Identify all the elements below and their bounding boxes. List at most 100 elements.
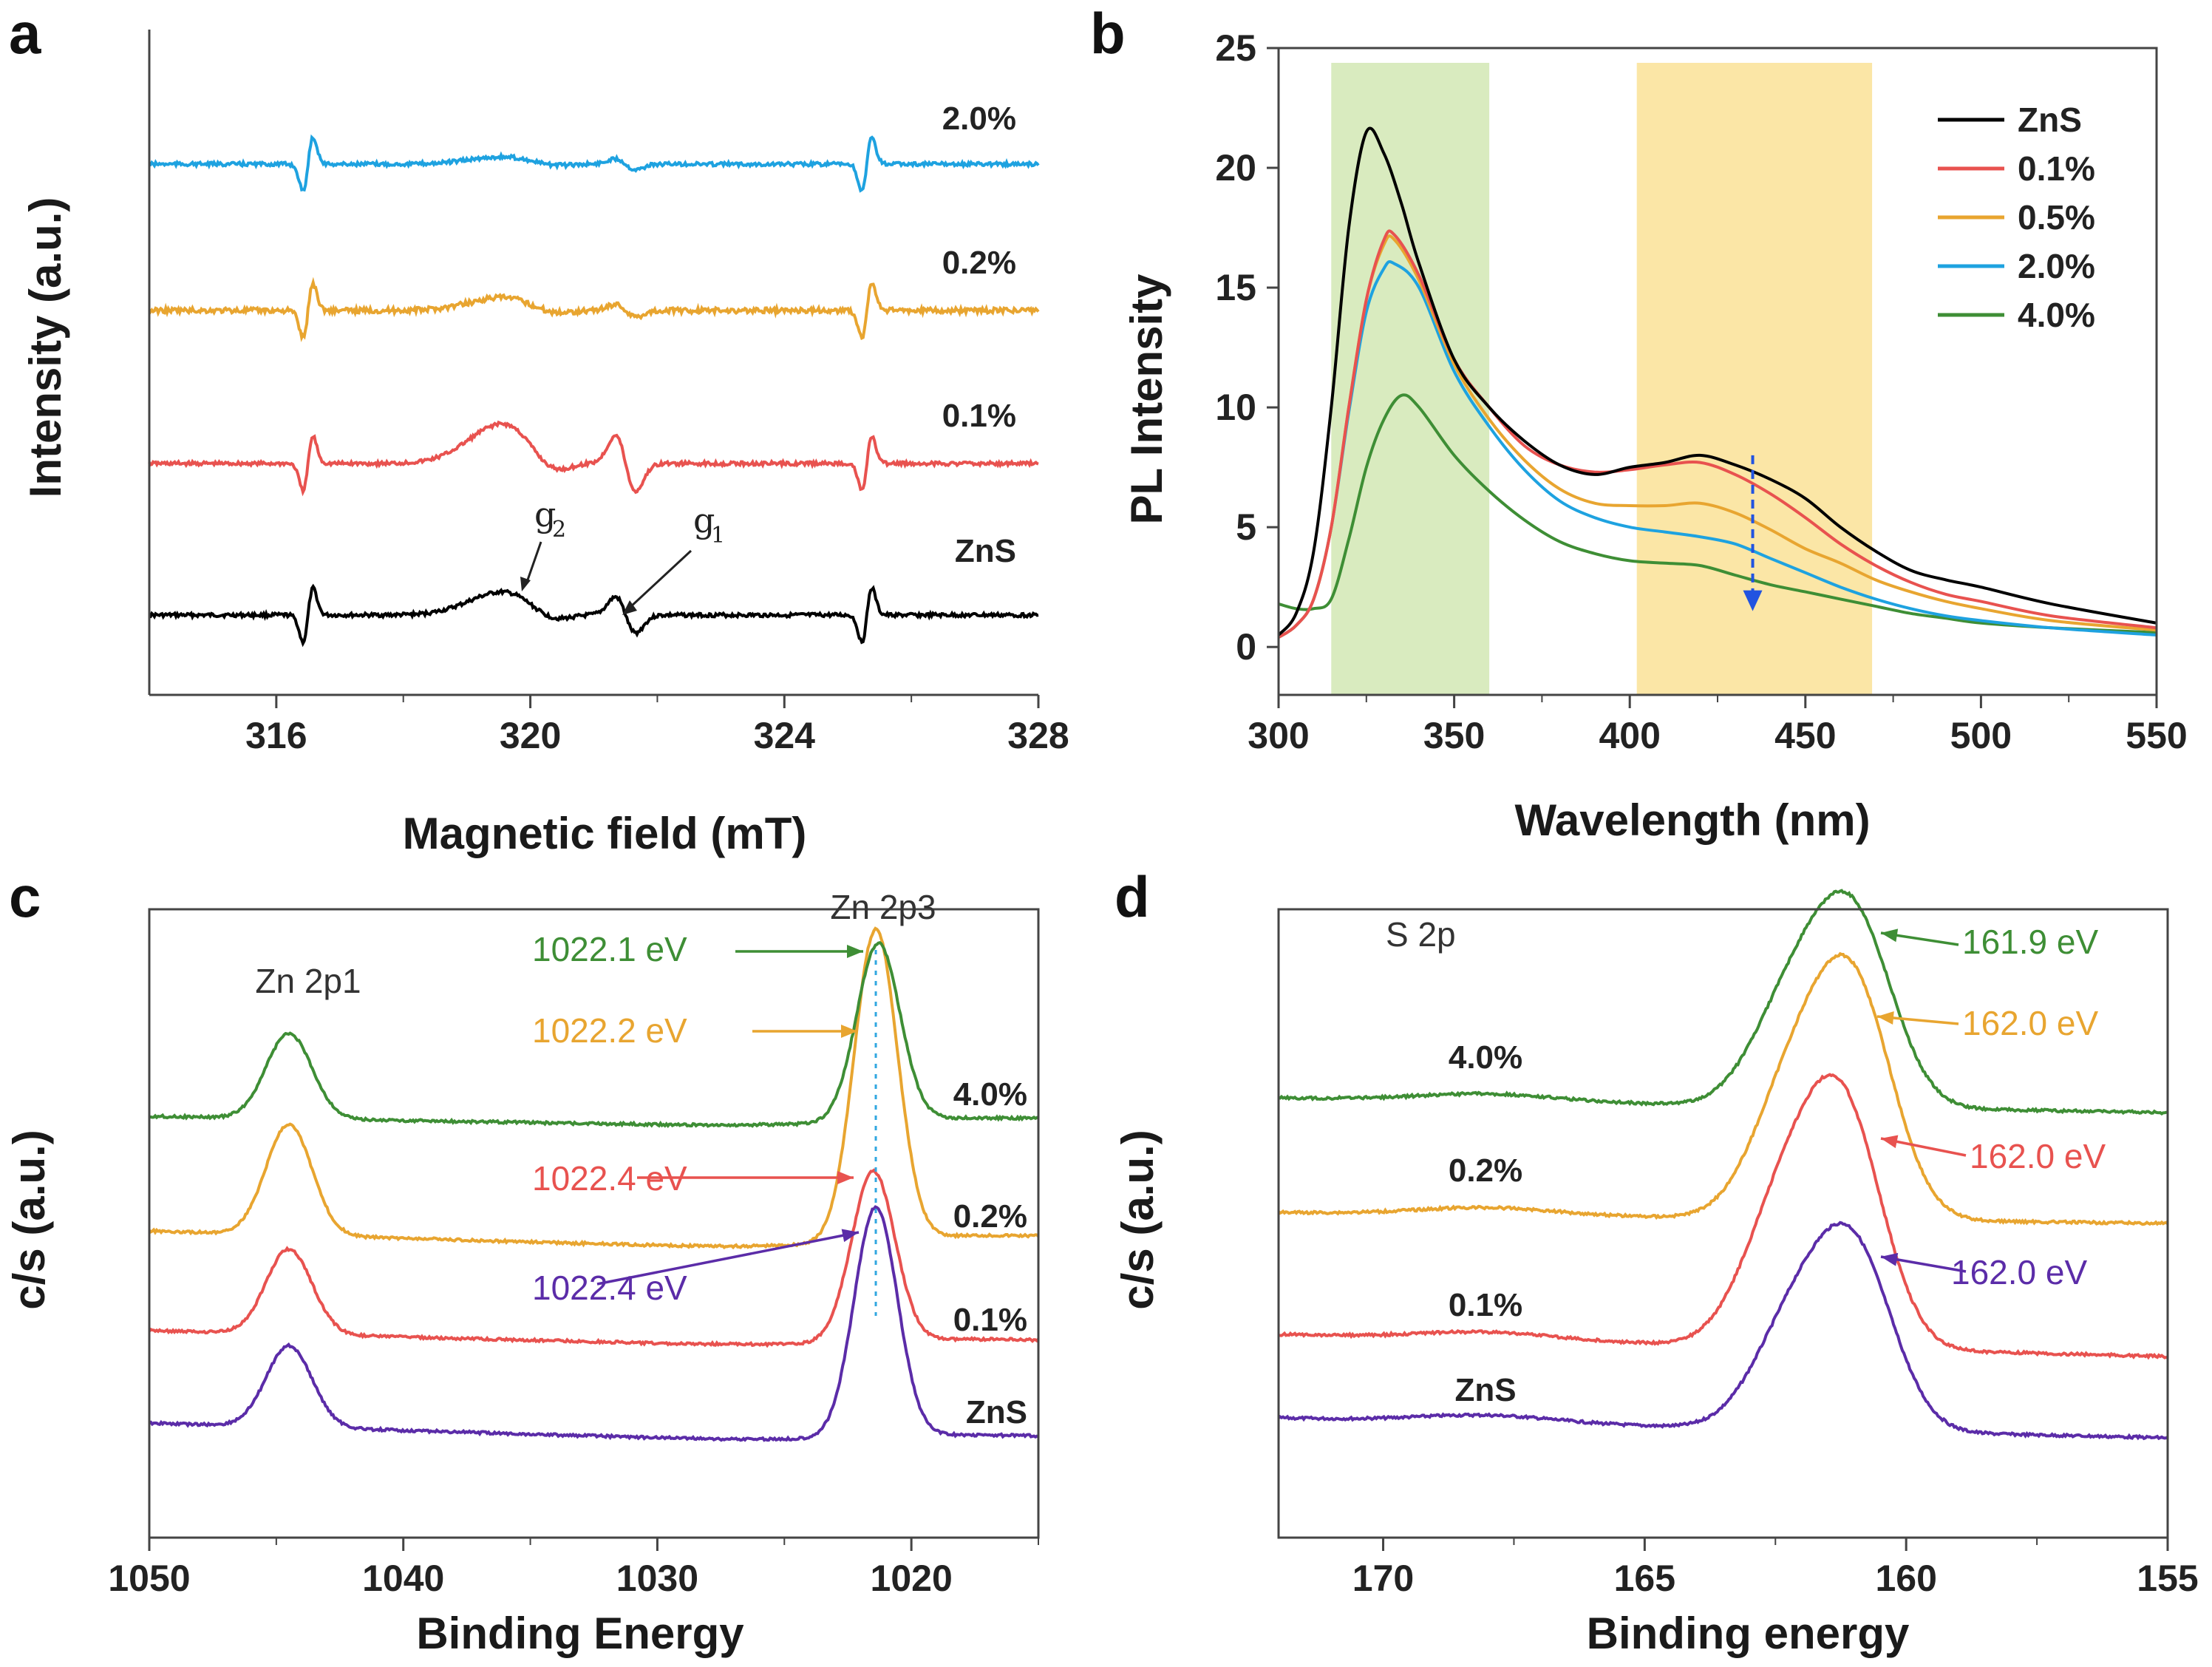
panel-b: b PL Intensity Wavelength (nm) 300 350 400… [1090,1,2188,845]
xps-s-peak-value: 162.0 eV [1962,1004,2098,1042]
g1-arrow [628,549,692,609]
panel-d-ylabel: c/s (a.u.) [1113,1130,1163,1309]
zn2p3-label: Zn 2p3 [830,888,936,926]
epr-line-3 [149,134,1040,193]
panel-b-xtick-label: 500 [1950,715,2012,756]
g1-subscript: 1 [711,523,725,549]
xps-s-peak-value: 161.9 eV [1962,923,2098,961]
xps-zn-peak-value: 1022.1 eV [532,930,687,968]
panel-c-xtick-label: 1020 [871,1558,953,1599]
g2-subscript: 2 [552,517,566,543]
panel-c: c c/s (a.u.) Binding Energy 1050 1040 1030… [4,864,1040,1658]
panel-a-xtick-label: 316 [245,715,307,756]
xps-s-series-label: 0.1% [1449,1287,1522,1323]
panel-c-xtick-label: 1050 [108,1558,190,1599]
xps-zn-peak-value: 1022.2 eV [532,1011,687,1050]
xps-zn-peak-arrowhead [841,1229,859,1243]
shaded-region-1 [1636,63,1873,695]
panel-a-xtick-label: 324 [754,715,816,756]
zn2p1-label: Zn 2p1 [255,962,361,1000]
panel-a-xlabel: Magnetic field (mT) [403,809,807,858]
epr-series-label: 0.2% [942,245,1016,281]
panel-b-xtick-label: 350 [1423,715,1485,756]
panel-c-xlabel: Binding Energy [416,1609,744,1658]
xps-zn-line-0 [149,1205,1039,1442]
panel-c-xtick-label: 1030 [616,1558,698,1599]
panel-b-ytick-label: 0 [1236,626,1256,668]
xps-zn-series-label: 0.1% [953,1302,1027,1338]
xps-s-peak-arrowhead [1881,1252,1899,1266]
legend-label: 4.0% [2018,296,2095,334]
panel-a: a Intensity (a.u.) Magnetic field (mT) 3… [9,1,1069,858]
epr-line-0 [149,583,1039,648]
panel-c-frame [148,908,1040,1539]
panel-b-ytick-label: 10 [1215,387,1256,428]
xps-zn-peak-arrowhead [841,1025,857,1038]
panel-d-xtick-label: 155 [2137,1558,2198,1599]
panel-b-ytick-label: 20 [1215,147,1256,189]
legend-label: 0.1% [2018,149,2095,188]
pl-line-0 [1277,126,2157,636]
panel-d-xlabel: Binding energy [1587,1609,1910,1658]
epr-line-2 [148,276,1040,342]
panel-b-ytick-label: 25 [1215,27,1256,69]
panel-b-xtick-label: 550 [2126,715,2187,756]
xps-zn-series-label: ZnS [966,1394,1027,1430]
panel-b-xtick-label: 450 [1774,715,1836,756]
legend-label: 0.5% [2018,198,2095,237]
xps-s-series-label: 0.2% [1449,1152,1522,1189]
s2p-label: S 2p [1386,915,1456,954]
panel-d-xtick-label: 165 [1614,1558,1675,1599]
xps-s-peak-arrowhead [1881,1135,1899,1149]
xps-s-peak-value: 162.0 eV [1970,1137,2106,1175]
panel-a-ylabel: Intensity (a.u.) [21,197,70,498]
panel-label-c: c [9,864,41,929]
g1-label: g [693,500,715,540]
panel-a-xtick-label: 328 [1007,715,1069,756]
panel-b-ylabel: PL Intensity [1122,274,1171,525]
pl-line-4 [1278,393,2157,634]
xps-s-series-label: 4.0% [1449,1039,1522,1076]
panel-b-xtick-label: 400 [1599,715,1660,756]
g2-label: g [534,495,556,534]
legend-label: ZnS [2018,101,2082,139]
epr-line-1 [148,420,1039,497]
g1-arrowhead [622,600,637,615]
panel-b-xlabel: Wavelength (nm) [1514,795,1870,845]
decrease-arrowhead [1743,590,1763,611]
xps-s-peak-arrowhead [1881,928,1899,943]
xps-zn-peak-arrowhead [847,945,863,958]
panel-d: d c/s (a.u.) Binding energy 170 165 160 155… [1113,864,2199,1658]
xps-zn-line-2 [148,926,1040,1250]
panel-a-xtick-label: 320 [500,715,561,756]
xps-s-peak-value: 162.0 eV [1951,1253,2087,1291]
panel-b-xtick-label: 300 [1248,715,1309,756]
panel-d-frame [1277,908,2169,1539]
legend-label: 2.0% [2018,247,2095,285]
xps-s-line-2 [1277,951,2169,1226]
panel-b-ytick-label: 5 [1236,506,1256,548]
xps-zn-peak-arrow [596,1231,860,1286]
panel-d-xtick-label: 160 [1875,1558,1936,1599]
xps-zn-peak-arrowhead [837,1171,854,1184]
xps-zn-line-1 [148,1168,1040,1348]
g2-arrow [525,541,542,585]
panel-c-xtick-label: 1040 [362,1558,444,1599]
g2-arrowhead [520,577,531,591]
panel-label-a: a [9,1,41,66]
xps-zn-series-label: 0.2% [953,1198,1027,1235]
xps-zn-series-label: 4.0% [953,1076,1027,1113]
panel-b-ytick-label: 15 [1215,267,1256,308]
epr-series-label: 0.1% [942,398,1016,434]
xps-zn-peak-value: 1022.4 eV [532,1269,687,1307]
panel-label-b: b [1090,1,1126,66]
xps-s-peak-arrowhead [1877,1011,1894,1025]
epr-series-label: ZnS [955,533,1016,569]
panel-d-xtick-label: 170 [1352,1558,1414,1599]
xps-s-line-0 [1277,1220,2168,1441]
panel-label-d: d [1114,864,1150,929]
epr-series-label: 2.0% [942,101,1016,137]
panel-c-ylabel: c/s (a.u.) [4,1130,54,1309]
xps-s-line-3 [1278,889,2168,1116]
